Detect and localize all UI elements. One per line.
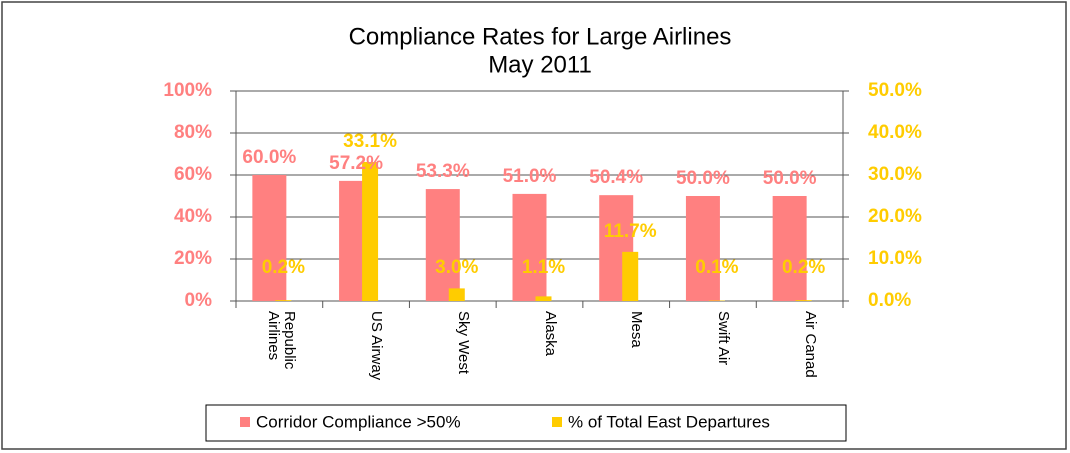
data-label: 53.3% [416, 161, 470, 182]
legend-swatch [552, 417, 562, 427]
legend-label: Corridor Compliance >50% [256, 412, 461, 431]
data-label: 0.2% [262, 257, 305, 278]
bar [252, 175, 287, 301]
y-tick-label: 100% [163, 80, 212, 101]
legend-label: % of Total East Departures [568, 412, 770, 431]
data-label: 60.0% [242, 147, 296, 168]
y2-tick-label: 40.0% [868, 122, 922, 143]
bar [448, 288, 465, 301]
data-label: 50.4% [589, 167, 643, 188]
x-tick-label: Mesa [628, 311, 646, 348]
x-tick-label: US Airway [368, 311, 386, 381]
bar [362, 161, 379, 301]
bar [685, 196, 720, 301]
bar [425, 189, 460, 301]
bar [535, 296, 552, 301]
x-tick-label: Swift Air [714, 311, 732, 366]
data-label: 3.0% [435, 257, 478, 278]
y-tick-label: 40% [174, 206, 212, 227]
legend-swatch [240, 417, 250, 427]
data-label: 51.0% [503, 166, 557, 187]
bar [512, 193, 547, 301]
x-tick-label: Sky West [454, 311, 472, 375]
y2-tick-label: 10.0% [868, 248, 922, 269]
bar [622, 251, 639, 301]
y-tick-label: 80% [174, 122, 212, 143]
data-label: 33.1% [343, 131, 397, 152]
x-tick-label: Alaska [541, 311, 559, 357]
y-tick-label: 60% [174, 164, 212, 185]
bar [795, 300, 812, 301]
data-label: 0.2% [782, 257, 825, 278]
data-label: 0.1% [695, 257, 738, 278]
x-tick-label: Air Canad [801, 311, 819, 378]
data-label: 50.0% [676, 168, 730, 189]
y-tick-label: 0% [185, 290, 213, 311]
data-label: 50.0% [763, 168, 817, 189]
bar [275, 300, 292, 301]
data-label: 57.2% [329, 153, 383, 174]
data-label: 1.1% [522, 257, 565, 278]
y2-tick-label: 50.0% [868, 80, 922, 101]
bar [772, 196, 807, 301]
y-tick-label: 20% [174, 248, 212, 269]
y2-tick-label: 0.0% [868, 290, 911, 311]
chart-subtitle: May 2011 [488, 51, 592, 78]
data-label: 11.7% [604, 221, 657, 242]
legend-box [205, 404, 847, 442]
chart-title: Compliance Rates for Large Airlines [349, 23, 732, 50]
y2-tick-label: 20.0% [868, 206, 922, 227]
y2-tick-label: 30.0% [868, 164, 922, 185]
x-tick-label: Republic Airlines [265, 311, 299, 370]
